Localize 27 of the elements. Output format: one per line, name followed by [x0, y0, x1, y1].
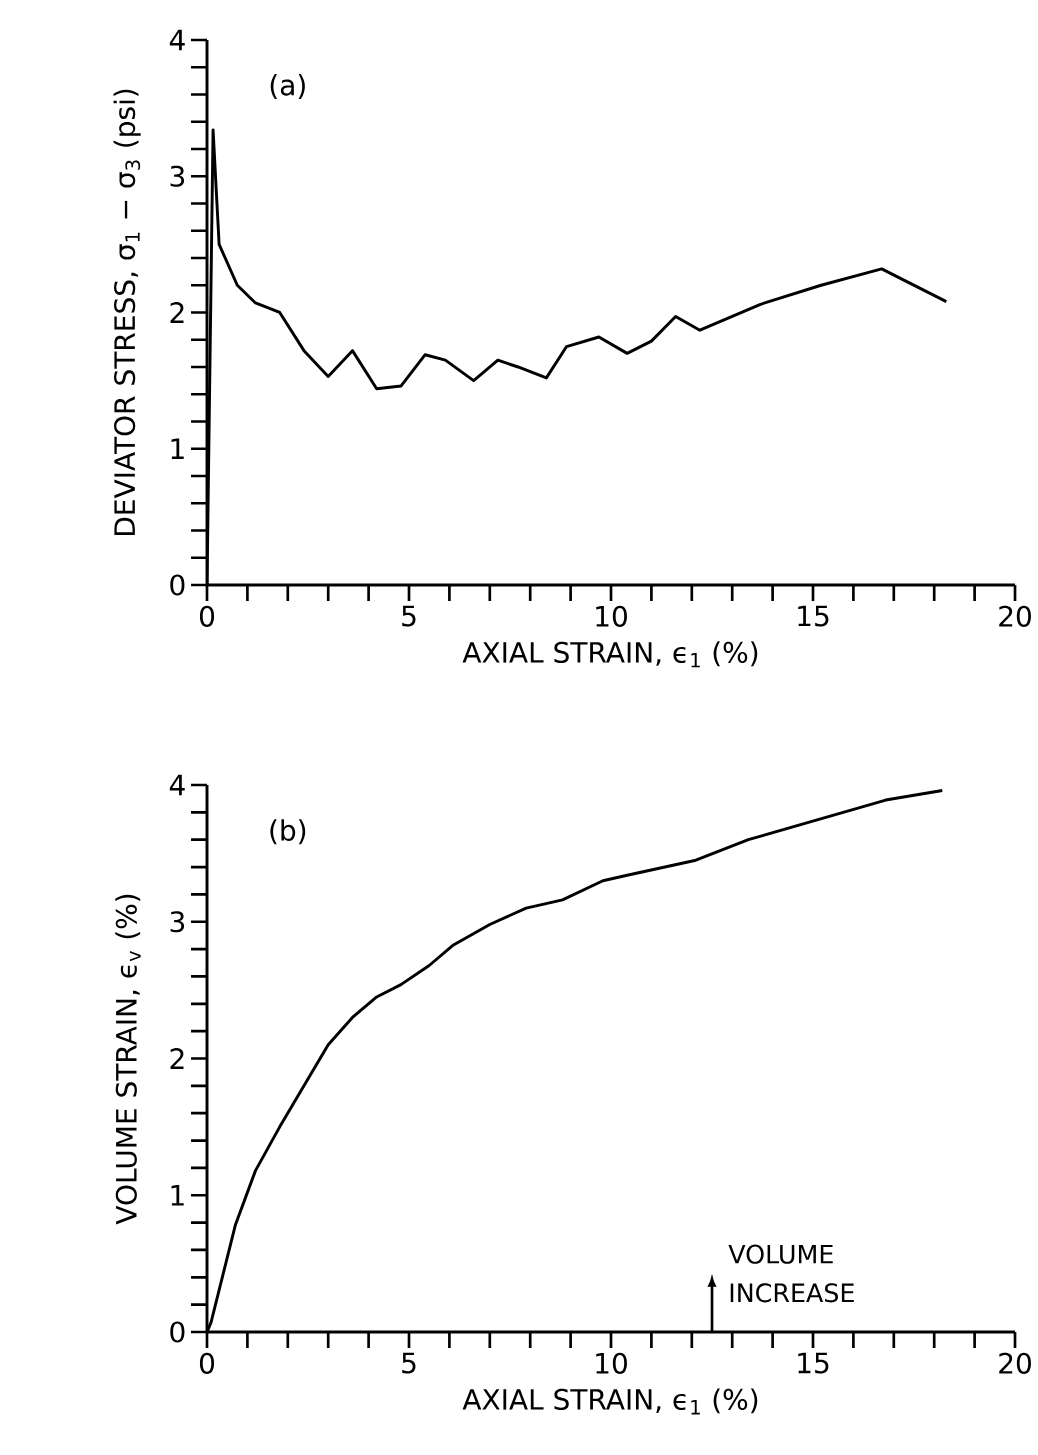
y-tick-label: 4 [169, 774, 185, 796]
x-tick-label: 20 [999, 1352, 1031, 1374]
y-axis-title: VOLUME STRAIN, ϵ$_{v}$ (%) [115, 894, 141, 1225]
y-axis-title: DEVIATOR STRESS, σ$_{1}$ − σ$_{3}$ (psi) [113, 89, 141, 535]
text: (b) [270, 819, 306, 845]
x-tick-label: 5 [402, 1352, 416, 1374]
x-tick-label: 0 [199, 1352, 215, 1374]
y-tick-label: 1 [171, 1185, 184, 1206]
x-tick-label: 0 [199, 605, 215, 627]
x-tick-label: 15 [798, 1352, 829, 1374]
x-tick-label: 20 [999, 605, 1031, 627]
y-tick-label: 0 [170, 1321, 185, 1343]
y-tick-label: 2 [170, 302, 184, 323]
annotation: VOLUME INCREASE [728, 1244, 854, 1303]
y-tick-label: 3 [170, 165, 185, 187]
y-tick-label: 0 [170, 574, 185, 596]
y-tick-label: 2 [170, 1048, 184, 1069]
x-axis-title: AXIAL STRAIN, ϵ$_{1}$ (%) [462, 1388, 758, 1415]
x-tick-label: 10 [596, 1352, 627, 1374]
y-tick-label: 3 [170, 911, 185, 933]
x-tick-label: 5 [402, 605, 416, 627]
y-tick-label: 4 [169, 29, 185, 51]
x-tick-label: 15 [798, 605, 829, 627]
y-tick-label: 1 [171, 438, 184, 459]
text: (a) [270, 74, 305, 99]
x-tick-label: 10 [596, 605, 627, 627]
x-axis-title: AXIAL STRAIN, ϵ$_{1}$ (%) [462, 641, 758, 668]
